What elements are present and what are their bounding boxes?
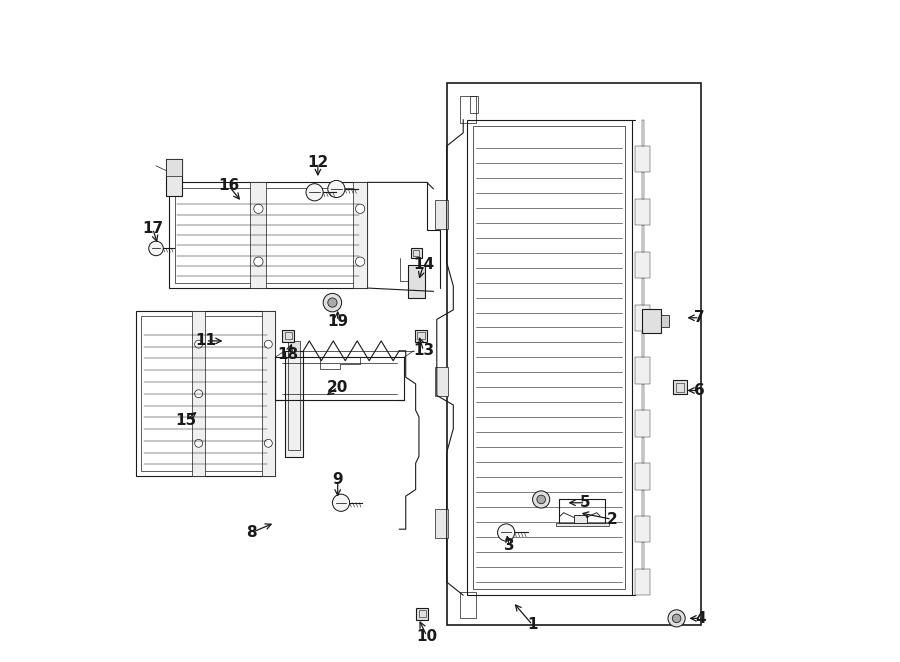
Bar xyxy=(435,509,448,538)
Bar xyxy=(559,499,605,522)
Text: 17: 17 xyxy=(142,221,163,236)
Bar xyxy=(418,332,425,339)
Circle shape xyxy=(194,440,202,448)
Circle shape xyxy=(332,494,349,511)
Bar xyxy=(635,199,650,225)
Bar xyxy=(642,437,643,463)
Bar xyxy=(466,120,632,595)
Bar xyxy=(284,351,303,457)
Circle shape xyxy=(668,610,685,627)
Text: 12: 12 xyxy=(307,155,328,170)
Circle shape xyxy=(254,257,263,266)
Bar xyxy=(141,316,270,471)
Bar xyxy=(418,610,426,617)
Bar xyxy=(635,146,650,173)
Bar xyxy=(415,330,427,342)
Text: 1: 1 xyxy=(527,618,538,632)
Bar xyxy=(635,410,650,437)
Bar xyxy=(635,463,650,489)
Text: 8: 8 xyxy=(247,525,257,540)
Circle shape xyxy=(254,204,263,213)
Bar xyxy=(166,160,183,195)
Bar xyxy=(288,341,300,357)
Circle shape xyxy=(533,491,550,508)
Bar xyxy=(192,311,205,477)
Bar xyxy=(413,250,419,256)
Bar xyxy=(642,173,643,199)
Bar xyxy=(635,305,650,331)
Text: 11: 11 xyxy=(195,334,216,348)
Bar xyxy=(460,592,476,618)
Text: 2: 2 xyxy=(607,512,617,527)
Bar xyxy=(409,265,425,298)
Bar xyxy=(635,252,650,278)
Bar xyxy=(642,120,643,146)
Circle shape xyxy=(356,204,364,213)
Circle shape xyxy=(672,614,681,623)
Bar xyxy=(169,182,367,288)
Bar xyxy=(473,126,626,589)
Circle shape xyxy=(323,293,342,312)
Bar xyxy=(250,182,266,288)
Text: 16: 16 xyxy=(218,178,239,193)
Bar xyxy=(435,367,448,396)
Bar xyxy=(470,97,478,113)
Text: 5: 5 xyxy=(580,495,590,510)
Bar xyxy=(642,278,643,305)
Text: 15: 15 xyxy=(176,412,196,428)
Bar xyxy=(284,332,292,339)
Text: 20: 20 xyxy=(327,379,348,395)
Circle shape xyxy=(148,241,163,256)
Text: 14: 14 xyxy=(413,258,434,273)
Circle shape xyxy=(265,440,273,448)
Circle shape xyxy=(328,180,345,197)
Bar xyxy=(642,309,662,333)
Bar xyxy=(136,311,274,477)
Bar xyxy=(642,489,643,516)
Bar xyxy=(642,225,643,252)
Circle shape xyxy=(194,340,202,348)
Circle shape xyxy=(356,257,364,266)
Bar xyxy=(555,522,608,526)
Bar xyxy=(642,331,643,357)
Bar xyxy=(662,315,670,327)
Bar xyxy=(635,516,650,542)
Text: 9: 9 xyxy=(332,472,343,487)
Text: 3: 3 xyxy=(504,538,515,553)
Bar xyxy=(635,357,650,384)
Text: 19: 19 xyxy=(327,314,348,328)
Bar xyxy=(446,83,701,625)
Text: 6: 6 xyxy=(694,383,705,398)
Bar xyxy=(672,380,688,395)
Bar xyxy=(166,160,183,175)
Circle shape xyxy=(498,524,515,541)
Circle shape xyxy=(265,340,273,348)
Circle shape xyxy=(306,183,323,201)
Bar xyxy=(460,97,476,123)
Bar xyxy=(288,357,300,450)
Bar xyxy=(642,542,643,569)
Bar xyxy=(417,608,428,620)
Bar xyxy=(642,384,643,410)
Bar xyxy=(353,182,367,288)
Bar xyxy=(262,311,274,477)
Text: 18: 18 xyxy=(277,347,299,361)
Bar xyxy=(573,515,587,523)
Bar xyxy=(283,330,294,342)
Text: 7: 7 xyxy=(695,310,705,325)
Bar xyxy=(435,200,448,229)
Bar xyxy=(411,248,421,258)
Circle shape xyxy=(194,390,202,398)
Text: 10: 10 xyxy=(417,629,437,643)
Text: 4: 4 xyxy=(696,611,706,626)
Bar xyxy=(175,187,362,283)
Bar xyxy=(676,383,684,391)
Circle shape xyxy=(328,298,337,307)
Bar xyxy=(635,569,650,595)
Circle shape xyxy=(537,495,545,504)
Text: 13: 13 xyxy=(413,344,434,358)
